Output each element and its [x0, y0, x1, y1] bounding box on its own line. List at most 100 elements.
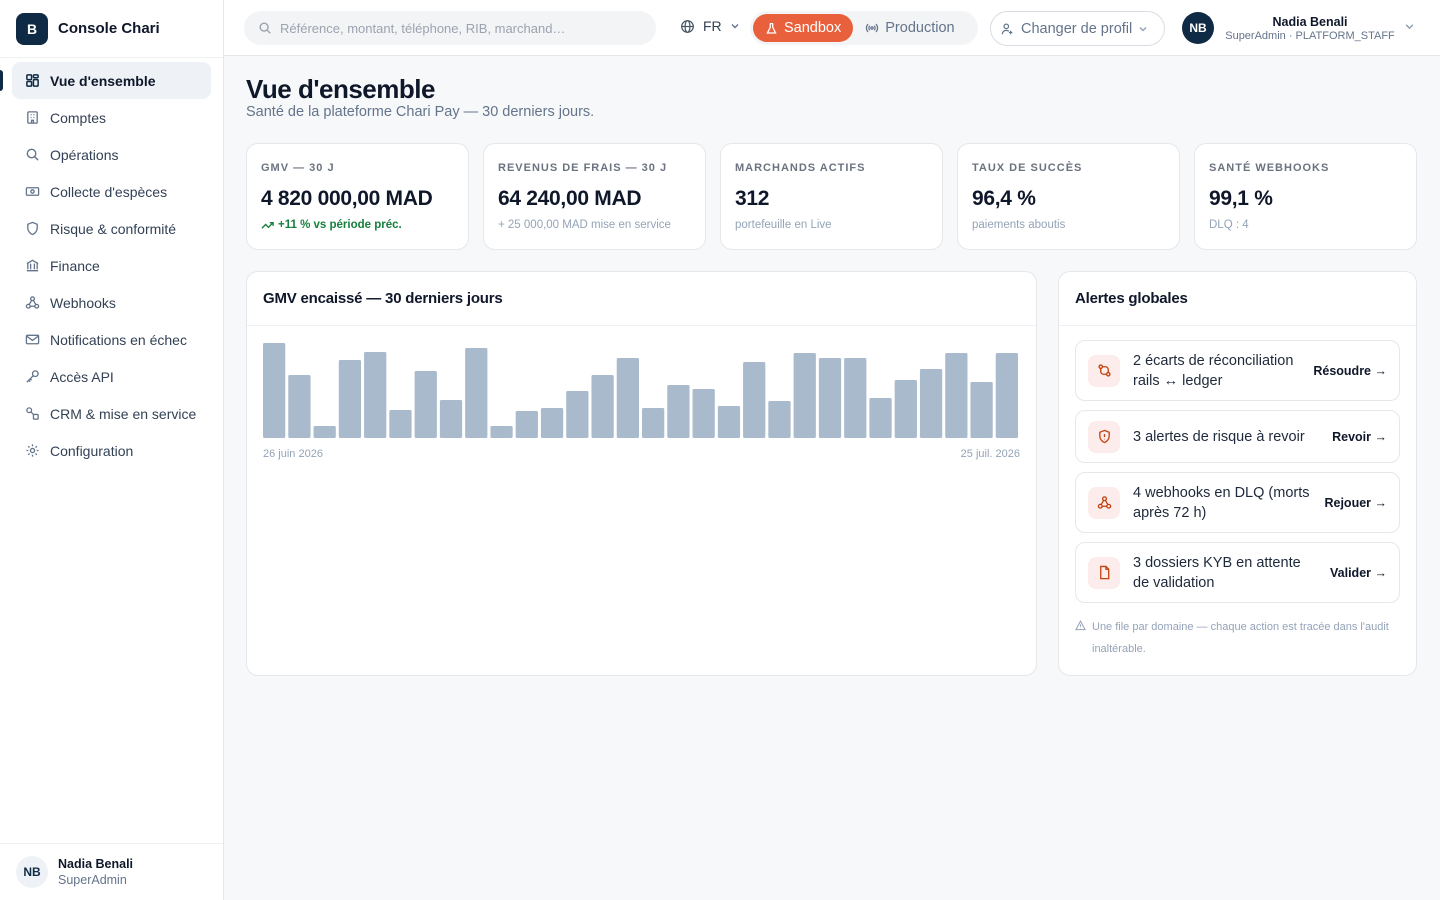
resolve-button[interactable]: Résoudre →	[1313, 363, 1387, 378]
sidebar-user-role: SuperAdmin	[58, 873, 127, 887]
kpi-label: SANTÉ WEBHOOKS	[1209, 162, 1330, 174]
kpi-label: GMV — 30 J	[261, 162, 335, 174]
gear-icon	[24, 443, 40, 459]
shapes-icon	[24, 406, 40, 422]
chart-card-title: GMV encaissé — 30 derniers jours	[247, 272, 1036, 326]
broadcast-icon	[866, 23, 879, 33]
env-sandbox-button[interactable]: Sandbox	[753, 14, 854, 42]
sidebar-item-label: Collecte d'espèces	[50, 183, 168, 200]
chart-bar[interactable]	[818, 358, 842, 438]
chart-bar[interactable]	[869, 398, 892, 438]
chart-bar[interactable]	[338, 360, 362, 438]
brand[interactable]: B Console Chari	[0, 0, 223, 58]
sidebar-item-api-access[interactable]: Accès API	[0, 358, 223, 395]
trend-up-icon	[261, 221, 274, 229]
chart-bar[interactable]	[490, 426, 513, 438]
review-button[interactable]: Revoir →	[1332, 429, 1387, 444]
chart-bar[interactable]	[465, 348, 488, 438]
chart-x-end-label: 25 juil. 2026	[960, 448, 1020, 460]
language-selector[interactable]: FR	[676, 18, 744, 34]
alert-item-risk[interactable]: 3 alertes de risque à revoir Revoir →	[1075, 410, 1400, 463]
chevron-down-icon	[730, 21, 740, 31]
chart-bar[interactable]	[616, 358, 639, 438]
sidebar-item-cash-collection[interactable]: Collecte d'espèces	[0, 173, 223, 210]
sidebar-item-webhooks[interactable]: Webhooks	[0, 284, 223, 321]
sidebar-item-configuration[interactable]: Configuration	[0, 432, 223, 469]
user-switch-icon	[1001, 22, 1013, 34]
page-title: Vue d'ensemble	[246, 74, 435, 104]
chart-bar[interactable]	[667, 385, 690, 438]
chart-bar[interactable]	[313, 426, 336, 438]
sidebar-item-failed-notifications[interactable]: Notifications en échec	[0, 321, 223, 358]
chart-bar[interactable]	[743, 362, 766, 438]
chart-bar[interactable]	[945, 353, 968, 438]
sidebar-item-operations[interactable]: Opérations	[0, 136, 223, 173]
chart-bar[interactable]	[566, 391, 589, 438]
chart-bar[interactable]	[692, 389, 715, 438]
chart-bar[interactable]	[540, 408, 564, 438]
chart-bar[interactable]	[919, 369, 943, 438]
kpi-label: MARCHANDS ACTIFS	[735, 162, 866, 174]
sidebar-item-crm[interactable]: CRM & mise en service	[0, 395, 223, 432]
environment-toggle: Sandbox Production	[750, 11, 978, 45]
kpi-label: REVENUS DE FRAIS — 30 J	[498, 162, 668, 174]
sidebar-item-risk[interactable]: Risque & conformité	[0, 210, 223, 247]
sidebar-item-label: Webhooks	[50, 294, 116, 311]
sidebar-item-accounts[interactable]: Comptes	[0, 99, 223, 136]
kpi-value: 4 820 000,00 MAD	[261, 187, 433, 210]
alert-text: 3 alertes de risque à revoir	[1133, 428, 1305, 445]
chart-bar[interactable]	[414, 371, 437, 438]
chart-bar[interactable]	[844, 358, 867, 438]
sidebar-user[interactable]: NB Nadia Benali SuperAdmin	[0, 843, 223, 900]
sidebar-user-name: Nadia Benali	[58, 857, 134, 871]
chart-bar[interactable]	[591, 375, 614, 438]
sidebar-item-label: CRM & mise en service	[50, 405, 197, 422]
sidebar: B Console Chari Vue d'ensemble Comptes O…	[0, 0, 224, 900]
sidebar-item-overview[interactable]: Vue d'ensemble	[0, 62, 223, 99]
alert-item-webhooks-dlq[interactable]: 4 webhooks en DLQ (morts après 72 h) Rej…	[1075, 472, 1400, 533]
chart-bar[interactable]	[995, 353, 1018, 438]
chart-bar[interactable]	[288, 375, 311, 438]
env-production-button[interactable]: Production	[853, 14, 966, 42]
chart-bar[interactable]	[515, 411, 538, 438]
chart-bar[interactable]	[439, 400, 463, 438]
switch-profile-button[interactable]: Changer de profil	[990, 11, 1165, 46]
alert-item-reconciliation[interactable]: 2 écarts de réconciliation rails ↔ ledge…	[1075, 340, 1400, 401]
building-icon	[24, 110, 40, 126]
chart-x-start-label: 26 juin 2026	[263, 448, 323, 460]
replay-button[interactable]: Rejouer →	[1324, 495, 1387, 510]
chart-bar[interactable]	[389, 410, 412, 438]
shield-icon	[1088, 420, 1120, 453]
sidebar-item-finance[interactable]: Finance	[0, 247, 223, 284]
search-input[interactable]	[280, 20, 640, 36]
brand-name: Console Chari	[58, 20, 160, 37]
user-name: Nadia Benali	[1272, 14, 1348, 29]
chart-bar[interactable]	[364, 352, 387, 438]
shield-icon	[24, 221, 40, 237]
alerts-footnote: Une file par domaine — chaque action est…	[1075, 616, 1405, 660]
kpi-foot-text: DLQ : 4	[1209, 219, 1249, 231]
alert-text: 4 webhooks en DLQ (morts après 72 h)	[1133, 484, 1310, 521]
user-menu[interactable]: NB Nadia Benali SuperAdmin · PLATFORM_ST…	[1182, 12, 1415, 44]
alert-item-kyb[interactable]: 3 dossiers KYB en attente de validation …	[1075, 542, 1400, 603]
grid-icon	[24, 73, 40, 89]
chart-bar[interactable]	[768, 401, 791, 438]
gmv-bar-chart	[263, 343, 1018, 438]
reconcile-icon	[1088, 354, 1120, 387]
chart-bar[interactable]	[970, 382, 993, 438]
chart-bar[interactable]	[894, 380, 917, 438]
chart-bar[interactable]	[793, 353, 816, 438]
validate-button[interactable]: Valider →	[1330, 565, 1387, 580]
sidebar-item-label: Notifications en échec	[50, 331, 187, 348]
chart-bar[interactable]	[717, 406, 741, 438]
brand-logo: B	[16, 12, 48, 45]
global-alerts-card: Alertes globales 2 écarts de réconciliat…	[1058, 271, 1417, 676]
kpi-card-active-merchants: MARCHANDS ACTIFS 312 portefeuille en Liv…	[720, 143, 943, 250]
key-icon	[24, 369, 40, 385]
kpi-label: TAUX DE SUCCÈS	[972, 162, 1083, 174]
chart-bar[interactable]	[263, 343, 286, 438]
kpi-value: 312	[735, 187, 770, 210]
search-box[interactable]	[244, 11, 656, 45]
chart-bar[interactable]	[642, 408, 665, 438]
kpi-card-success-rate: TAUX DE SUCCÈS 96,4 % paiements aboutis	[957, 143, 1180, 250]
